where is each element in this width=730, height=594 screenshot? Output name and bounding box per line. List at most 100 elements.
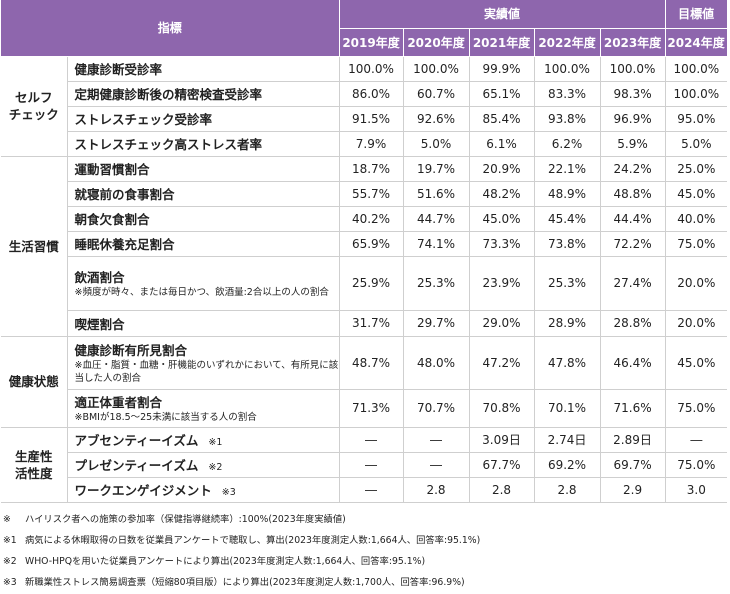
value-cell: 98.3% [600, 81, 666, 107]
value-cell: ― [339, 427, 404, 453]
value-cell: 44.4% [600, 206, 666, 232]
footnote-mark: ※1 [208, 437, 223, 448]
value-cell: 47.2% [469, 336, 535, 390]
table-row: 適正体重者割合 ※BMIが18.5～25未満に該当する人の割合 71.3% 70.… [1, 389, 728, 428]
indicator-label: 睡眠休養充足割合 [67, 231, 340, 257]
indicator-label: 健康診断受診率 [67, 56, 340, 82]
value-cell: 31.7% [339, 310, 404, 337]
value-cell: 93.8% [534, 106, 601, 132]
footnote-text: ハイリスク者への施策の参加率（保健指導継続率）:100%(2023年度実績値) [25, 513, 346, 525]
target-cell: 5.0% [665, 131, 728, 157]
target-cell: 95.0% [665, 106, 728, 132]
value-cell: 2.9 [600, 477, 666, 503]
indicator-label: ワークエンゲイジメント [74, 483, 212, 498]
value-cell: 7.9% [339, 131, 404, 157]
value-cell: 18.7% [339, 156, 404, 182]
value-cell: 48.9% [534, 181, 601, 207]
value-cell: 29.0% [469, 310, 535, 337]
value-cell: ― [403, 427, 470, 453]
indicator-cell: アブセンティーイズム ※1 [67, 427, 340, 453]
value-cell: 2.89日 [600, 427, 666, 453]
value-cell: 2.8 [534, 477, 601, 503]
value-cell: 51.6% [403, 181, 470, 207]
indicator-label: 喫煙割合 [67, 310, 340, 337]
footnote-mark: ※2 [208, 462, 223, 473]
value-cell: 65.9% [339, 231, 404, 257]
value-cell: 25.9% [339, 256, 404, 311]
table-header: 指標 実績値 目標値 2019年度 2020年度 2021年度 2022年度 2… [1, 0, 728, 57]
value-cell: 27.4% [600, 256, 666, 311]
footnote-mark: ※3 [3, 576, 17, 588]
table-row: ストレスチェック高ストレス者率 7.9% 5.0% 6.1% 6.2% 5.9%… [1, 131, 728, 157]
indicator-cell: プレゼンティーイズム ※2 [67, 452, 340, 478]
value-cell: 2.8 [403, 477, 470, 503]
value-cell: 45.4% [534, 206, 601, 232]
value-cell: 6.1% [469, 131, 535, 157]
value-cell: 71.6% [600, 389, 666, 428]
target-cell: 20.0% [665, 256, 728, 311]
value-cell: 85.4% [469, 106, 535, 132]
value-cell: 46.4% [600, 336, 666, 390]
table-row: セルフ チェック 健康診断受診率 100.0% 100.0% 99.9% 100.… [1, 56, 728, 157]
value-cell: 25.3% [403, 256, 470, 311]
table-row: 喫煙割合 31.7% 29.7% 29.0% 28.9% 28.8% 20.0% [1, 310, 728, 337]
value-cell: 28.9% [534, 310, 601, 337]
table-row: 睡眠休養充足割合 65.9% 74.1% 73.3% 73.8% 72.2% 7… [1, 231, 728, 257]
value-cell: 48.8% [600, 181, 666, 207]
value-cell: 72.2% [600, 231, 666, 257]
value-cell: 29.7% [403, 310, 470, 337]
footnote-mark: ※ [3, 513, 11, 525]
value-cell: 3.09日 [469, 427, 535, 453]
value-cell: 24.2% [600, 156, 666, 182]
value-cell: 6.2% [534, 131, 601, 157]
table-row: 生活習慣 運動習慣割合 18.7% 19.7% 20.9% 22.1% 24.2… [1, 156, 728, 337]
table-row: ワークエンゲイジメント ※3 ― 2.8 2.8 2.8 2.9 3.0 [1, 477, 728, 503]
indicator-label: アブセンティーイズム [74, 433, 199, 448]
indicator-label: 就寝前の食事割合 [67, 181, 340, 207]
value-cell: 40.2% [339, 206, 404, 232]
value-cell: 67.7% [469, 452, 535, 478]
table-row: プレゼンティーイズム ※2 ― ― 67.7% 69.2% 69.7% 75.0% [1, 452, 728, 478]
value-cell: 25.3% [534, 256, 601, 311]
footnote-text: WHO-HPQを用いた従業員アンケートにより算出(2023年度測定人数:1,66… [25, 555, 426, 567]
category-lifestyle: 生活習慣 [1, 156, 68, 337]
value-cell: ― [403, 452, 470, 478]
footnote-mark: ※2 [3, 555, 17, 567]
value-cell: 2.8 [469, 477, 535, 503]
indicator-label: プレゼンティーイズム [74, 458, 199, 473]
category-label: チェック [8, 107, 59, 122]
indicator-cell: 健康診断有所見割合 ※血圧・脂質・血糖・肝機能のいずれかにおいて、有所見に該当した… [67, 336, 340, 390]
footnote: ※ ハイリスク者への施策の参加率（保健指導継続率）:100%(2023年度実績値) [3, 509, 730, 530]
value-cell: 74.1% [403, 231, 470, 257]
value-cell: 48.7% [339, 336, 404, 390]
table-row: 定期健康診断後の精密検査受診率 86.0% 60.7% 65.1% 83.3% … [1, 81, 728, 107]
target-cell: 3.0 [665, 477, 728, 503]
value-cell: 48.2% [469, 181, 535, 207]
indicator-label: 健康診断有所見割合 [74, 343, 188, 358]
target-cell: ― [665, 427, 728, 453]
indicator-note: ※頻度が時々、または毎日かつ、飲酒量:2合以上の人の割合 [74, 286, 329, 298]
value-cell: 5.0% [403, 131, 470, 157]
value-cell: 65.1% [469, 81, 535, 107]
indicator-cell: 飲酒割合 ※頻度が時々、または毎日かつ、飲酒量:2合以上の人の割合 [67, 256, 340, 311]
value-cell: 96.9% [600, 106, 666, 132]
value-cell: 99.9% [469, 56, 535, 82]
target-cell: 20.0% [665, 310, 728, 337]
value-cell: 48.0% [403, 336, 470, 390]
category-label: 活性度 [14, 465, 53, 481]
value-cell: 73.3% [469, 231, 535, 257]
indicator-cell: 適正体重者割合 ※BMIが18.5～25未満に該当する人の割合 [67, 389, 340, 428]
indicator-label: 適正体重者割合 [74, 394, 163, 410]
indicator-label: 定期健康診断後の精密検査受診率 [67, 81, 340, 107]
indicator-note: ※BMIが18.5～25未満に該当する人の割合 [74, 411, 257, 423]
category-label: セルフ [14, 90, 53, 105]
value-cell: 100.0% [600, 56, 666, 82]
value-cell: 70.8% [469, 389, 535, 428]
indicator-cell: ワークエンゲイジメント ※3 [67, 477, 340, 503]
year-header: 2019年度 [339, 28, 404, 57]
footnote-mark: ※1 [3, 534, 17, 546]
footnote: ※1 病気による休暇取得の日数を従業員アンケートで聴取し、算出(2023年度測定人… [3, 530, 730, 551]
value-cell: 86.0% [339, 81, 404, 107]
value-cell: ― [339, 477, 404, 503]
value-cell: 45.0% [469, 206, 535, 232]
